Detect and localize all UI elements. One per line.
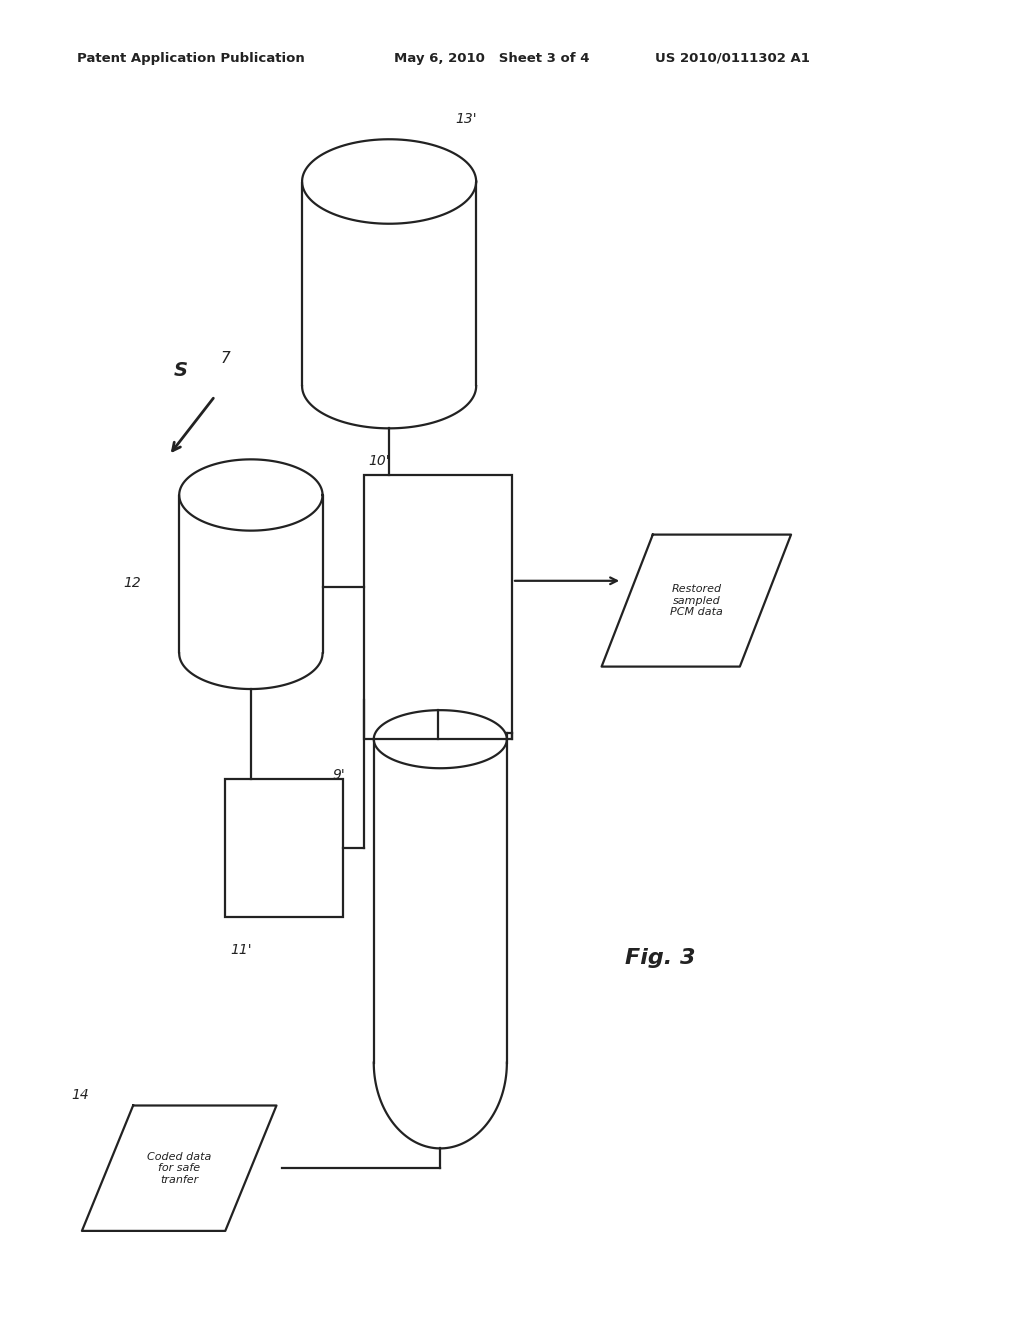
Text: S: S (174, 362, 188, 380)
Text: 7: 7 (220, 351, 230, 366)
Text: Restored
sampled
PCM data: Restored sampled PCM data (670, 583, 723, 618)
Text: 12: 12 (123, 577, 140, 590)
Text: 14: 14 (72, 1088, 89, 1102)
Text: Patent Application Publication: Patent Application Publication (77, 51, 304, 65)
Bar (364, 475, 512, 739)
Text: Coded data
for safe
tranfer: Coded data for safe tranfer (147, 1151, 211, 1185)
Bar (225, 779, 343, 917)
Text: 13': 13' (456, 112, 477, 127)
Text: May 6, 2010   Sheet 3 of 4: May 6, 2010 Sheet 3 of 4 (394, 51, 590, 65)
Text: US 2010/0111302 A1: US 2010/0111302 A1 (655, 51, 810, 65)
Text: Fig. 3: Fig. 3 (625, 948, 695, 968)
Text: 11': 11' (230, 944, 252, 957)
Text: 9': 9' (333, 768, 345, 781)
Text: 10': 10' (369, 454, 390, 467)
